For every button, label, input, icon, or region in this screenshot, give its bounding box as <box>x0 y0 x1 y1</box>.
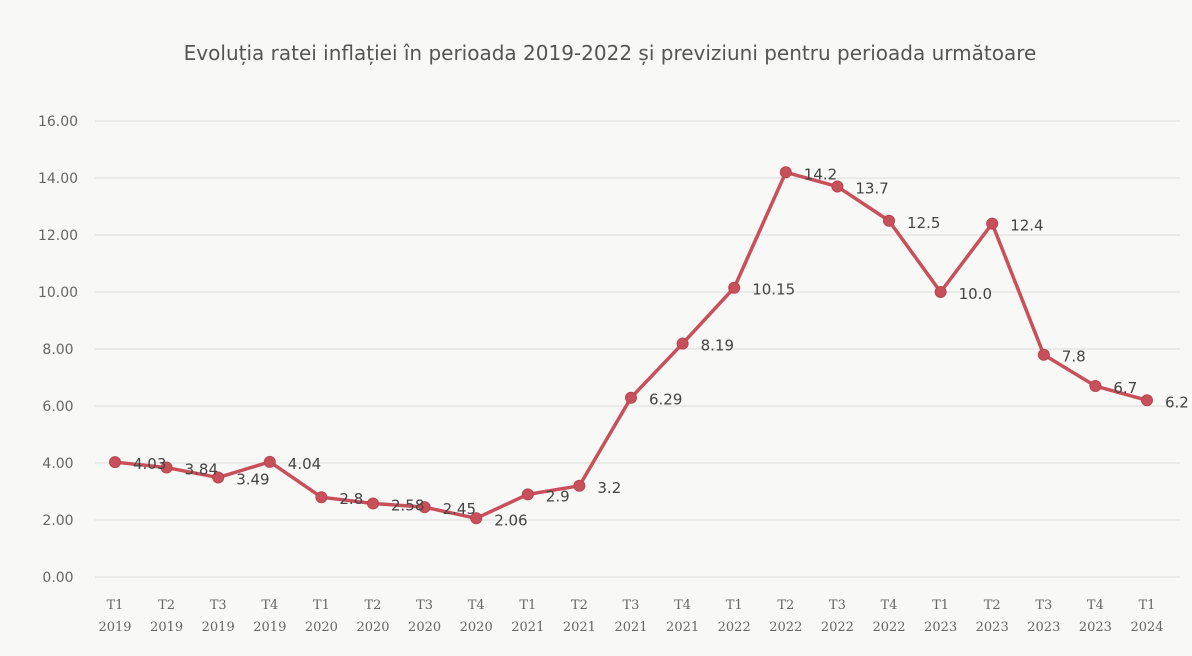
x-tick-label: 2019 <box>98 620 131 635</box>
data-point <box>367 497 379 510</box>
data-label: 6.29 <box>649 391 682 409</box>
x-tick-label: T4 <box>261 598 278 613</box>
data-label: 13.7 <box>855 180 888 198</box>
data-label: 2.9 <box>546 487 570 505</box>
data-point <box>470 512 483 525</box>
x-tick-label: 2023 <box>1079 620 1112 635</box>
y-tick-label: 14.00 <box>38 171 78 187</box>
data-label: 12.4 <box>1010 217 1043 235</box>
data-point <box>212 471 225 484</box>
data-label: 8.19 <box>701 337 734 355</box>
data-label: 3.49 <box>236 471 269 489</box>
data-label: 2.06 <box>494 511 527 529</box>
x-tick-label: 2022 <box>769 620 802 635</box>
y-tick-label: 2.00 <box>42 513 73 529</box>
x-tick-label: 2019 <box>253 620 286 635</box>
data-point <box>263 455 276 468</box>
x-tick-label: T1 <box>1139 598 1156 613</box>
y-tick-label: 6.00 <box>42 399 73 415</box>
data-label: 2.45 <box>443 500 476 518</box>
x-tick-label: 2020 <box>305 620 338 635</box>
x-tick-label: T2 <box>777 598 794 613</box>
y-tick-label: 10.00 <box>38 285 78 301</box>
x-tick-label: T3 <box>210 598 227 613</box>
x-tick-label: T4 <box>881 598 898 613</box>
x-tick-label: T4 <box>1087 598 1104 613</box>
x-tick-label: 2021 <box>614 620 647 635</box>
x-tick-label: T1 <box>107 598 124 613</box>
data-point <box>831 180 844 193</box>
x-tick-label: 2021 <box>511 620 544 635</box>
x-tick-label: T2 <box>365 598 382 613</box>
data-point <box>160 461 173 474</box>
x-tick-label: 2023 <box>924 620 957 635</box>
y-tick-label: 16.00 <box>38 114 78 130</box>
data-point <box>625 391 637 404</box>
x-tick-label: T1 <box>932 598 949 613</box>
x-tick-label: 2022 <box>821 620 854 635</box>
x-tick-label: 2024 <box>1130 620 1163 635</box>
data-point <box>986 217 999 230</box>
x-tick-label: T2 <box>158 598 175 613</box>
x-tick-label: T4 <box>674 598 691 613</box>
data-label: 4.03 <box>133 455 166 473</box>
data-label: 14.2 <box>804 165 837 183</box>
data-label: 10.15 <box>752 281 795 299</box>
data-point <box>418 501 431 514</box>
y-tick-label: 0.00 <box>42 570 73 586</box>
data-label: 12.5 <box>907 214 940 232</box>
data-point <box>779 166 792 179</box>
x-tick-label: T3 <box>829 598 846 613</box>
data-point <box>1141 394 1153 407</box>
data-point <box>676 337 689 350</box>
y-tick-label: 4.00 <box>42 456 73 472</box>
x-tick-label: 2022 <box>718 620 751 635</box>
data-point <box>315 491 328 504</box>
data-label: 2.8 <box>339 490 363 508</box>
data-point <box>728 281 741 294</box>
x-tick-label: 2020 <box>408 620 441 635</box>
x-tick-label: T2 <box>571 598 588 613</box>
x-tick-label: T1 <box>313 598 330 613</box>
x-tick-label: 2019 <box>150 620 183 635</box>
data-label: 4.04 <box>288 455 321 473</box>
x-tick-label: 2023 <box>1027 620 1060 635</box>
data-point <box>934 286 947 298</box>
data-label: 6.2 <box>1165 393 1189 411</box>
x-tick-label: 2019 <box>202 620 235 635</box>
data-point <box>521 488 534 501</box>
data-label: 3.84 <box>185 461 218 479</box>
x-tick-label: T3 <box>623 598 640 613</box>
x-tick-label: 2021 <box>563 620 596 635</box>
x-tick-label: T4 <box>468 598 485 613</box>
x-tick-label: 2020 <box>460 620 493 635</box>
x-tick-label: 2021 <box>666 620 699 635</box>
y-tick-label: 8.00 <box>42 342 73 358</box>
x-tick-label: T2 <box>984 598 1001 613</box>
x-tick-label: 2022 <box>872 620 905 635</box>
data-point <box>1037 348 1050 361</box>
x-tick-label: 2020 <box>356 620 389 635</box>
data-point <box>109 456 121 469</box>
data-label: 7.8 <box>1062 348 1086 366</box>
x-tick-label: 2023 <box>976 620 1009 635</box>
data-label: 3.2 <box>597 479 621 497</box>
x-tick-label: T3 <box>1035 598 1052 613</box>
y-tick-label: 12.00 <box>38 228 78 244</box>
chart-title: Evoluția ratei inflației în perioada 201… <box>183 41 1037 65</box>
data-point <box>883 214 895 227</box>
data-point <box>1089 380 1102 393</box>
data-label: 10.0 <box>959 285 992 303</box>
data-label: 6.7 <box>1113 379 1137 397</box>
x-tick-label: T1 <box>726 598 743 613</box>
x-tick-label: T3 <box>416 598 433 613</box>
data-point <box>573 479 586 492</box>
x-tick-label: T1 <box>519 598 536 613</box>
data-label: 2.58 <box>391 496 424 514</box>
